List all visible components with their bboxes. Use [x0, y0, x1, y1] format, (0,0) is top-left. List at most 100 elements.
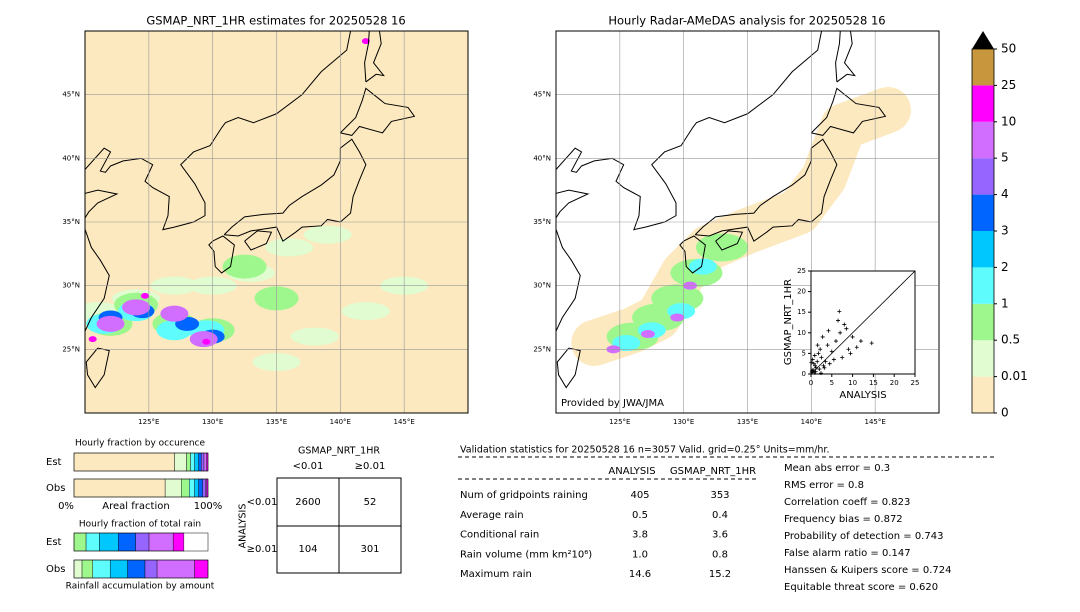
scatter-point [809, 360, 814, 365]
rain-area [341, 302, 390, 321]
bar-frame [73, 452, 209, 472]
row-label: Conditional rain [460, 530, 539, 541]
fraction-segment [189, 478, 195, 498]
row-label: Obs [46, 564, 65, 575]
lon-label: 145°E [394, 418, 415, 426]
coastline [556, 189, 590, 333]
lon-label: 135°E [737, 418, 758, 426]
x-tick-label: 10 [848, 379, 857, 387]
fraction-segment [194, 452, 199, 472]
scatter-point [869, 341, 874, 346]
score: Equitable threat score = 0.620 [784, 582, 938, 593]
scatter-point [815, 343, 820, 348]
scatter-point [819, 355, 824, 360]
fraction-segment [92, 559, 111, 579]
rain-area [141, 292, 150, 299]
cell: 3.6 [712, 530, 728, 541]
cell: 0.4 [712, 510, 728, 521]
colorbar-label: 25 [1001, 78, 1016, 92]
scatter-point [844, 326, 849, 331]
colorbar-label: 4 [1001, 187, 1009, 201]
score: Probability of detection = 0.743 [784, 531, 943, 542]
score: Frequency bias = 0.872 [784, 514, 903, 525]
bar-frame [73, 559, 209, 579]
cell: 0.8 [712, 549, 728, 560]
scatter-point [816, 351, 821, 356]
cell: 0.5 [632, 510, 648, 521]
lat-label: 40°N [533, 154, 551, 162]
colorbar-box [972, 194, 994, 231]
scatter-point [838, 330, 843, 335]
row-label: Est [46, 457, 62, 468]
colorbar-label: 0 [1001, 406, 1009, 420]
lon-label: 125°E [609, 418, 630, 426]
lat-label: 25°N [62, 345, 80, 353]
scatter-point [818, 371, 823, 376]
scatter-point [833, 339, 838, 344]
row-label: Obs [46, 483, 65, 494]
row-label: Rain volume (mm km²10⁶) [460, 549, 592, 560]
scatter-point [815, 359, 820, 364]
colorbar-label: 10 [1001, 114, 1016, 128]
scatter-point [812, 353, 817, 358]
rain-area [612, 334, 641, 351]
rain-area [160, 305, 189, 322]
scatter-point [813, 365, 818, 370]
lat-label: 30°N [62, 282, 80, 290]
fraction-segment [156, 559, 195, 579]
fraction-segment [99, 532, 119, 552]
axis-label: ANALYSIS [839, 390, 886, 401]
credit: Provided by JWA/JMA [561, 398, 664, 409]
coastline [339, 87, 416, 136]
rain-area [222, 254, 267, 279]
colorbar-box [972, 49, 994, 86]
coastline [85, 189, 119, 333]
colorbar-box [972, 85, 994, 122]
lat-label: 40°N [62, 154, 80, 162]
scatter-point [818, 347, 823, 352]
panel-title: Hourly fraction of total rain [79, 520, 201, 530]
row-label: ≥0.01 [247, 544, 278, 555]
rain-area [265, 238, 314, 257]
column-header: ANALYSIS [608, 466, 655, 477]
x-tick-label: 0 [809, 379, 813, 387]
fraction-segment [198, 478, 203, 498]
axis-label: 100% [194, 501, 223, 512]
score: False alarm ratio = 0.147 [784, 548, 911, 559]
coastline [810, 87, 887, 136]
scatter-point [822, 365, 827, 370]
validation-header: Validation statistics for 20250528 16 n=… [460, 445, 830, 456]
axis-label: GSMAP_NRT_1HR [783, 279, 794, 365]
fraction-segment [73, 532, 87, 552]
x-tick-label: 20 [890, 379, 899, 387]
fraction-segment [190, 452, 195, 472]
coastline [556, 347, 581, 389]
scatter-point [858, 339, 863, 344]
scatter-point [840, 355, 845, 360]
table-cell: 2600 [295, 497, 320, 508]
map-title: Hourly Radar-AMeDAS analysis for 2025052… [608, 14, 885, 28]
y-tick-label: 10 [797, 329, 806, 337]
fraction-segment [180, 478, 190, 498]
scatter-point [811, 361, 816, 366]
rain-area [122, 299, 151, 316]
map-frame [84, 30, 469, 414]
cell: 1.0 [632, 549, 648, 560]
coastline [694, 138, 838, 242]
scatter-point [837, 309, 842, 314]
scatter-point [810, 368, 815, 373]
fraction-segment [194, 559, 209, 579]
lat-label: 35°N [533, 218, 551, 226]
axis-label: Rainfall accumulation by amount [66, 582, 215, 592]
map-layer [556, 31, 938, 413]
map-layer [85, 31, 468, 413]
cell: 14.6 [629, 569, 651, 580]
colorbar-box [972, 340, 994, 377]
table-title: GSMAP_NRT_1HR [298, 446, 380, 457]
row-label: <0.01 [247, 497, 278, 508]
table-cell: 301 [360, 544, 379, 555]
fraction-segment [144, 559, 158, 579]
colorbar-box [972, 121, 994, 159]
lon-label: 145°E [865, 418, 886, 426]
fraction-segment [85, 532, 100, 552]
